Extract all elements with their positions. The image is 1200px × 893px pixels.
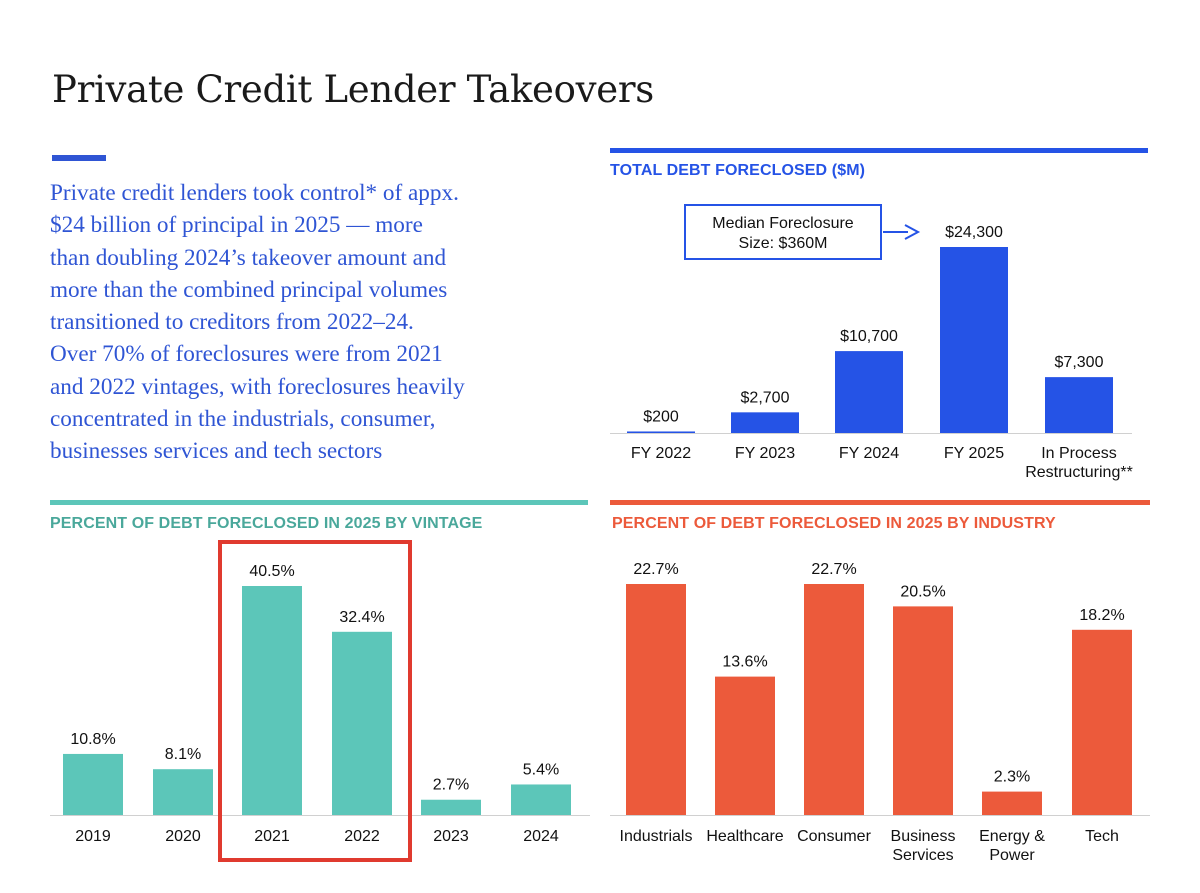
vintage-category-label: 2020 xyxy=(165,828,201,845)
intro-line: more than the combined principal volumes xyxy=(50,276,448,303)
median-annotation-text: Size: $360M xyxy=(739,235,828,252)
industry-category-line: Business xyxy=(891,828,956,845)
vintage-panel-rule xyxy=(50,500,588,505)
industry-category-label: Healthcare xyxy=(706,828,783,845)
industry-category-label: Tech xyxy=(1085,828,1119,845)
total-debt-value-label: $10,700 xyxy=(840,328,898,345)
total-debt-bar xyxy=(627,431,695,433)
vintage-value-label: 2.7% xyxy=(433,777,469,794)
total-debt-category-line: Restructuring** xyxy=(1025,464,1133,481)
vintage-bar-chart: 10.8% 2019 8.1% 2020 40.5% 2021 32.4% 2022 2.7% 2… xyxy=(50,540,590,862)
industry-bar xyxy=(715,676,775,815)
median-annotation-box xyxy=(684,204,882,260)
vintage-category-label: 2021 xyxy=(254,828,290,845)
total-debt-bar xyxy=(835,351,903,433)
vintage-category-label: 2019 xyxy=(75,828,111,845)
page-title: Private Credit Lender Takeovers xyxy=(52,68,654,111)
total-debt-bar xyxy=(731,412,799,433)
vintage-category-label: 2022 xyxy=(344,828,380,845)
industry-category-line: Consumer xyxy=(797,828,871,845)
vintage-value-label: 8.1% xyxy=(165,746,201,763)
total-debt-category-label: FY 2025 xyxy=(944,445,1004,462)
intro-line: businesses services and tech sectors xyxy=(50,438,383,465)
industry-value-label: 18.2% xyxy=(1079,607,1124,624)
intro-line: transitioned to creditors from 2022–24. xyxy=(50,309,414,336)
vintage-category-line: 2022 xyxy=(344,828,380,845)
total-debt-panel-rule xyxy=(610,148,1148,153)
vintage-value-label: 40.5% xyxy=(249,563,294,580)
industry-category-label: Business Services xyxy=(891,828,956,864)
total-debt-value-label: $200 xyxy=(643,408,679,425)
industry-value-label: 13.6% xyxy=(722,654,767,671)
industry-category-line: Power xyxy=(989,847,1035,864)
intro-line: than doubling 2024’s takeover amount and xyxy=(50,244,447,271)
vintage-bar xyxy=(511,784,571,815)
industry-bar xyxy=(982,791,1042,815)
vintage-value-label: 10.8% xyxy=(70,731,115,748)
intro-line: and 2022 vintages, with foreclosures hea… xyxy=(50,373,465,400)
vintage-bar xyxy=(63,753,123,815)
total-debt-category-line: FY 2023 xyxy=(735,445,795,462)
total-debt-bar xyxy=(940,247,1008,433)
total-debt-category-label: In Process Restructuring** xyxy=(1025,445,1133,481)
industry-category-line: Services xyxy=(892,847,953,864)
industry-category-label: Consumer xyxy=(797,828,871,845)
industry-bar xyxy=(804,584,864,815)
vintage-value-label: 5.4% xyxy=(523,761,559,778)
industry-category-line: Industrials xyxy=(620,828,693,845)
intro-line: concentrated in the industrials, consume… xyxy=(50,406,436,433)
industry-value-label: 2.3% xyxy=(994,769,1030,786)
industry-category-label: Energy & Power xyxy=(979,828,1045,864)
industry-panel-rule xyxy=(610,500,1150,505)
vintage-category-line: 2020 xyxy=(165,828,201,845)
vintage-category-label: 2024 xyxy=(523,828,559,845)
vintage-bar xyxy=(153,769,213,815)
industry-category-line: Energy & xyxy=(979,828,1045,845)
industry-category-line: Healthcare xyxy=(706,828,783,845)
industry-bar xyxy=(893,606,953,815)
total-debt-chart-title: TOTAL DEBT FORECLOSED ($M) xyxy=(610,162,866,179)
total-debt-category-label: FY 2023 xyxy=(735,445,795,462)
vintage-category-line: 2019 xyxy=(75,828,111,845)
vintage-category-line: 2021 xyxy=(254,828,290,845)
industry-bar xyxy=(1072,629,1132,815)
total-debt-bar-chart: $200 FY 2022 $2,700 FY 2023 $10,700 FY 2024 $2… xyxy=(610,204,1133,481)
industry-value-label: 22.7% xyxy=(811,561,856,578)
industry-bar-chart: 22.7% Industrials 13.6% Healthcare 22.7% Cons… xyxy=(610,561,1150,864)
total-debt-category-line: FY 2024 xyxy=(839,445,899,462)
intro-accent-bar xyxy=(52,155,106,161)
total-debt-value-label: $7,300 xyxy=(1055,354,1104,371)
vintage-bar xyxy=(421,799,481,815)
intro-line: Private credit lenders took control* of … xyxy=(50,180,459,206)
vintage-category-line: 2024 xyxy=(523,828,559,845)
industry-chart-title: PERCENT OF DEBT FORECLOSED IN 2025 BY IN… xyxy=(612,515,1056,532)
vintage-category-label: 2023 xyxy=(433,828,469,845)
intro-line: Over 70% of foreclosures were from 2021 xyxy=(50,341,443,368)
industry-value-label: 20.5% xyxy=(900,583,945,600)
median-annotation-arrow-head xyxy=(904,224,921,240)
vintage-chart-title: PERCENT OF DEBT FORECLOSED IN 2025 BY VI… xyxy=(50,515,483,532)
total-debt-category-label: FY 2022 xyxy=(631,445,691,462)
industry-category-line: Tech xyxy=(1085,828,1119,845)
total-debt-category-line: FY 2022 xyxy=(631,445,691,462)
vintage-bar xyxy=(242,586,302,815)
vintage-bar xyxy=(332,631,392,815)
total-debt-value-label: $24,300 xyxy=(945,224,1003,241)
total-debt-category-label: FY 2024 xyxy=(839,445,899,462)
vintage-category-line: 2023 xyxy=(433,828,469,845)
industry-bar xyxy=(626,584,686,815)
intro-paragraph: Private credit lenders took control* of … xyxy=(50,177,570,468)
vintage-value-label: 32.4% xyxy=(339,609,384,626)
median-annotation-text: Median Foreclosure xyxy=(712,215,854,232)
total-debt-category-line: In Process xyxy=(1041,445,1117,462)
intro-line: $24 billion of principal in 2025 — more xyxy=(50,212,423,239)
industry-category-label: Industrials xyxy=(620,828,693,845)
total-debt-bar xyxy=(1045,377,1113,433)
vintage-highlight-box xyxy=(218,540,412,862)
total-debt-value-label: $2,700 xyxy=(741,389,790,406)
total-debt-category-line: FY 2025 xyxy=(944,445,1004,462)
industry-value-label: 22.7% xyxy=(633,561,678,578)
